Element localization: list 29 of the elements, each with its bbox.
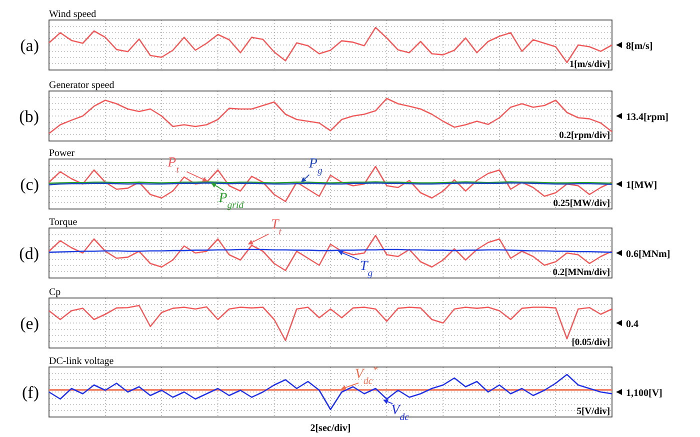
text: 13.4[rpm] — [626, 112, 668, 123]
series-label: P$_{g}$ — [308, 156, 322, 176]
annotation: 0.2[rpm/div] — [559, 131, 610, 141]
x-axis-title: 2[sec/div] — [310, 423, 351, 434]
chart-title: Cp — [49, 287, 61, 298]
annotation: [0.05/div] — [572, 338, 610, 348]
annotation: 1[m/s/div] — [569, 60, 610, 70]
text: 1[MW] — [626, 180, 658, 191]
chart-title: Torque — [49, 217, 78, 228]
legend-label: P$_{grid}$ — [218, 190, 244, 210]
text: (f) — [22, 383, 39, 402]
text: (b) — [19, 107, 39, 126]
chart-title: Generator speed — [49, 80, 114, 91]
text: 0.6[MNm] — [626, 249, 670, 260]
chart-title: Wind speed — [49, 9, 96, 20]
text: 1,100[V] — [626, 388, 662, 399]
series-label: P$_{t}$ — [166, 155, 180, 175]
annotation: 0.2[MNm/div] — [552, 268, 610, 278]
text: (c) — [20, 175, 39, 194]
chart-title: Power — [49, 148, 76, 159]
legend-label: T$_{g}$ — [360, 259, 373, 279]
text: (d) — [19, 244, 39, 263]
annotation: 5[V/div] — [576, 407, 610, 417]
chart-title: DC-link voltage — [49, 356, 114, 367]
text: (e) — [20, 314, 39, 333]
text: 0.4 — [626, 319, 638, 330]
text: (a) — [20, 36, 39, 55]
text: 8[m/s] — [626, 41, 653, 52]
annotation: 0.25[MW/div] — [553, 199, 610, 209]
